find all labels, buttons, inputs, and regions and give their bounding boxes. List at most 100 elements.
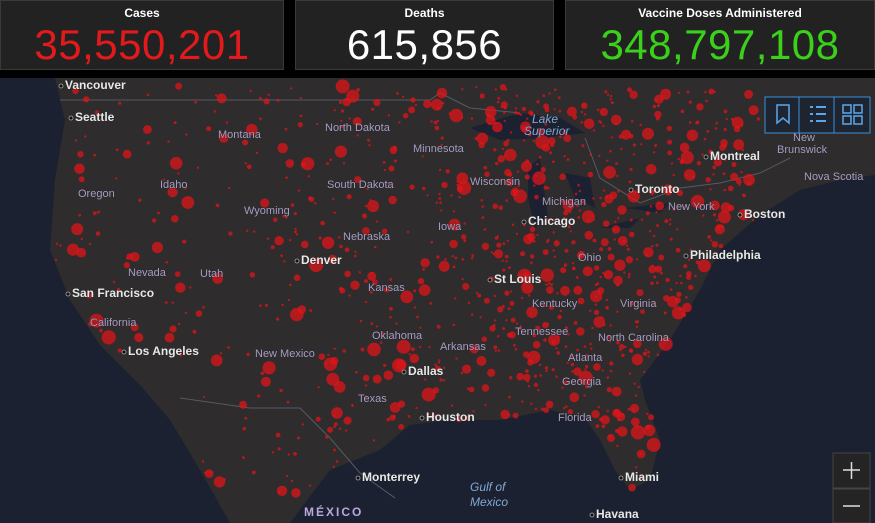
case-dot — [580, 121, 584, 124]
case-dot — [705, 177, 711, 183]
case-dot — [616, 190, 620, 193]
case-dot — [741, 148, 745, 152]
case-dot — [681, 312, 687, 318]
case-dot — [456, 183, 459, 187]
case-dot — [547, 238, 550, 242]
case-dot — [648, 230, 652, 233]
case-dot — [507, 307, 511, 311]
case-dot — [436, 119, 440, 123]
case-dot — [177, 322, 181, 326]
case-dot — [607, 247, 612, 251]
case-dot — [713, 90, 716, 94]
case-dot — [561, 199, 565, 203]
legend-button[interactable] — [810, 106, 826, 122]
case-dot — [350, 280, 360, 290]
case-dot — [646, 412, 649, 416]
case-dot — [526, 380, 530, 383]
case-dot — [483, 165, 488, 170]
case-dot — [552, 160, 555, 163]
case-dot — [628, 372, 632, 375]
case-dot — [526, 306, 538, 319]
case-dot — [274, 236, 284, 246]
case-dot — [476, 356, 487, 366]
case-dot — [536, 233, 539, 237]
case-dot — [609, 98, 612, 101]
case-dot — [194, 100, 198, 104]
city-marker — [618, 475, 624, 481]
case-dot — [500, 409, 510, 420]
case-dot — [686, 129, 699, 142]
case-dot — [605, 195, 609, 199]
case-dot — [645, 253, 649, 257]
case-dot — [688, 121, 692, 124]
place-label: Chicago — [528, 214, 575, 228]
case-dot — [616, 283, 620, 287]
case-dot — [708, 149, 713, 154]
zoom-controls — [832, 452, 871, 523]
case-dot — [54, 258, 58, 262]
case-dot — [534, 174, 538, 177]
case-dot — [369, 290, 373, 294]
case-dot — [643, 424, 656, 437]
case-dot — [520, 296, 524, 300]
case-dot — [655, 201, 665, 211]
case-dot — [450, 194, 453, 197]
case-dot — [502, 268, 506, 272]
case-dot — [479, 93, 485, 99]
city-marker — [294, 258, 300, 264]
case-dot — [497, 96, 501, 100]
case-dot — [362, 227, 370, 235]
case-dot — [500, 105, 503, 108]
case-dot — [530, 261, 533, 264]
case-dot — [325, 362, 328, 365]
case-dot — [251, 470, 256, 475]
case-dot — [342, 162, 346, 165]
case-dot — [456, 416, 462, 423]
case-dot — [175, 82, 183, 90]
case-dot — [530, 254, 535, 259]
case-dot — [725, 118, 728, 121]
case-dot — [538, 363, 542, 367]
case-dot — [506, 239, 510, 243]
case-dot — [75, 139, 78, 142]
case-dot — [285, 216, 288, 219]
case-dot — [439, 378, 443, 382]
card-value: 615,856 — [346, 21, 503, 68]
case-dot — [672, 173, 675, 177]
place-label: Virginia — [620, 298, 657, 310]
case-dot — [498, 159, 501, 162]
case-dot — [532, 139, 535, 143]
case-dot — [585, 364, 589, 369]
place-label: Idaho — [160, 179, 188, 191]
case-dot — [299, 114, 303, 118]
case-dot — [587, 171, 594, 178]
case-dot — [654, 110, 662, 119]
bookmark-button[interactable] — [776, 104, 790, 125]
case-dot — [308, 196, 313, 201]
case-dot — [86, 293, 92, 299]
case-dot — [461, 258, 465, 261]
case-dot — [422, 267, 425, 271]
case-dot — [407, 415, 411, 418]
case-dot — [521, 106, 527, 112]
place-label: Los Angeles — [128, 344, 199, 358]
case-dot — [538, 155, 542, 159]
basemap-button[interactable] — [842, 104, 863, 125]
case-dot — [452, 265, 456, 269]
case-dot — [335, 79, 350, 94]
case-dot — [571, 240, 576, 245]
case-dot — [284, 127, 288, 131]
case-dot — [280, 254, 283, 258]
case-dot — [481, 216, 485, 220]
case-dot — [397, 400, 406, 408]
case-dot — [206, 126, 212, 132]
case-dot — [468, 386, 475, 393]
case-dot — [493, 148, 497, 152]
case-dot — [598, 120, 602, 123]
case-dot — [253, 230, 256, 233]
case-dot — [580, 110, 584, 114]
case-dot — [710, 239, 713, 242]
case-dot — [664, 188, 672, 196]
case-dot — [657, 104, 660, 107]
